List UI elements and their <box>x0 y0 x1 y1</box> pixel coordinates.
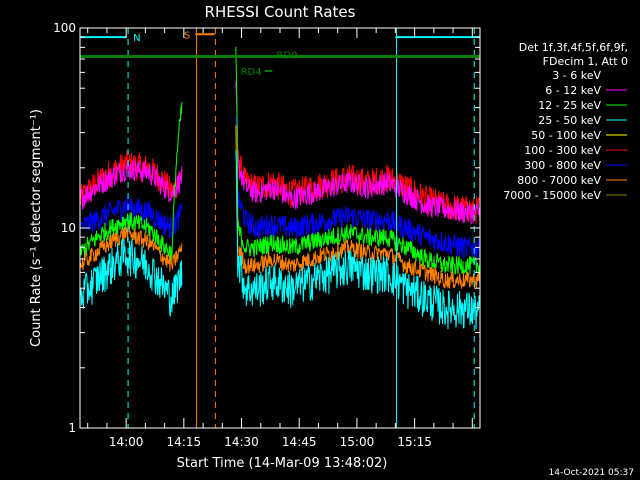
flag-label-rd0: RD0 <box>276 51 297 62</box>
series-300-800-kev-segment-1 <box>235 116 480 260</box>
flag-label-s: S <box>184 30 190 41</box>
legend-label-800-7000-kev: 800 - 7000 keV <box>517 174 601 187</box>
series-6-12-kev-segment-0 <box>80 159 183 210</box>
legend-label-3-6-kev: 3 - 6 keV <box>552 69 601 82</box>
flag-label-n: N <box>133 33 140 44</box>
legend-label-12-25-kev: 12 - 25 keV <box>538 99 601 112</box>
series-100-300-kev-segment-0 <box>80 150 183 206</box>
footer-timestamp: 14-Oct-2021 05:37 <box>549 468 634 478</box>
legend-label-100-300-kev: 100 - 300 keV <box>524 144 601 157</box>
legend-label-6-12-kev: 6 - 12 keV <box>545 84 601 97</box>
x-tick-label-1515: 15:15 <box>397 435 432 449</box>
legend-label-50-100-kev: 50 - 100 keV <box>531 129 601 142</box>
legend-label-300-800-kev: 300 - 800 keV <box>524 159 601 172</box>
series-800-7000-kev-segment-0 <box>80 223 183 272</box>
series-6-12-kev-segment-1 <box>235 81 480 225</box>
series-300-800-kev-segment-0 <box>80 196 183 239</box>
axes: N RD0 RD4 S 1 10 100 14:00 14:15 14:30 14:45 15:00 1… <box>53 21 480 449</box>
series-800-7000-kev-segment-1 <box>235 125 480 290</box>
legend-label-7000-15000-kev: 7000 - 15000 keV <box>503 189 601 202</box>
x-tick-label-1400: 14:00 <box>109 435 144 449</box>
chart-title: RHESSI Count Rates <box>205 3 356 21</box>
series-25-50-kev-segment-0 <box>80 238 183 317</box>
data-layer <box>80 28 480 428</box>
flag-label-rd4: RD4 <box>241 67 262 78</box>
series-25-50-kev-segment-1 <box>235 150 480 330</box>
x-axis-label: Start Time (14-Mar-09 13:48:02) <box>177 456 388 471</box>
legend-label-25-50-kev: 25 - 50 keV <box>538 114 601 127</box>
legend-header-1: FDecim 1, Att 0 <box>543 55 628 68</box>
x-tick-label-1445: 14:45 <box>282 435 317 449</box>
legend: Det 1f,3f,4f,5f,6f,9f,FDecim 1, Att 03 -… <box>503 41 628 202</box>
y-tick-label-100: 100 <box>53 21 76 35</box>
legend-header-0: Det 1f,3f,4f,5f,6f,9f, <box>519 41 628 54</box>
y-tick-label-10: 10 <box>61 221 76 235</box>
series-12-25-kev-segment-0 <box>80 101 183 262</box>
series-12-25-kev-segment-1 <box>235 46 480 276</box>
y-tick-label-1: 1 <box>68 421 76 435</box>
y-axis-label: Count Rate (s⁻¹ detector segment⁻¹) <box>29 109 44 347</box>
x-tick-label-1430: 14:30 <box>224 435 259 449</box>
x-tick-label-1500: 15:00 <box>340 435 375 449</box>
x-tick-label-1415: 14:15 <box>167 435 202 449</box>
